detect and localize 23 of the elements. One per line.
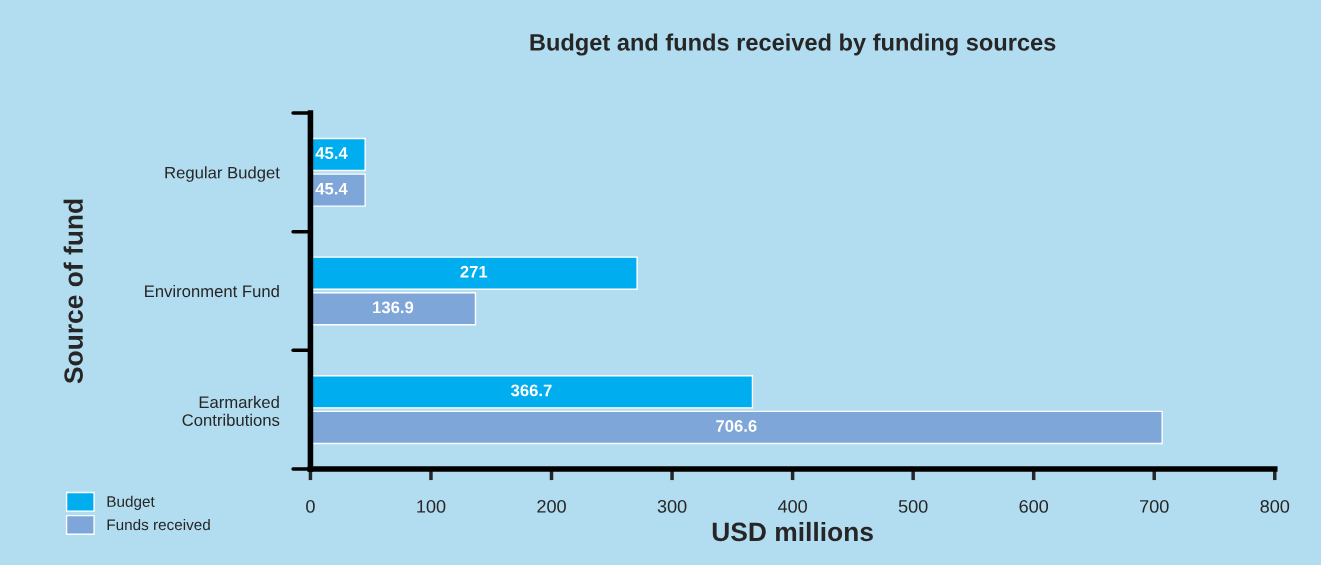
legend-label: Funds received (107, 518, 210, 531)
chart-title: Budget and funds received by funding sources (530, 33, 1056, 56)
y-tick-label: Regular Budget (165, 166, 280, 182)
x-tick-label: 700 (1140, 499, 1169, 513)
data-label: 271 (460, 265, 488, 278)
data-label: 136.9 (373, 301, 414, 314)
x-tick-label: 500 (898, 499, 928, 513)
x-tick-label: 300 (657, 499, 687, 513)
legend-label: Budget (107, 495, 155, 510)
data-label: 45.4 (315, 182, 348, 195)
x-tick-label: 200 (537, 499, 566, 513)
x-tick-label: 100 (417, 499, 446, 513)
y-tick-label: Earmarked Contributions (182, 395, 280, 427)
x-axis-title: USD millions (712, 521, 873, 542)
x-tick-label: 600 (1019, 499, 1049, 513)
x-tick-label: 400 (777, 499, 807, 513)
y-axis-title: Source of fund (63, 199, 83, 384)
x-tick-label: 0 (306, 499, 315, 513)
y-tick-label: Environment Fund (145, 284, 279, 298)
x-tick-label: 800 (1260, 499, 1290, 513)
data-label: 45.4 (315, 147, 348, 159)
data-label: 366.7 (510, 384, 552, 397)
data-label: 706.6 (716, 420, 757, 432)
